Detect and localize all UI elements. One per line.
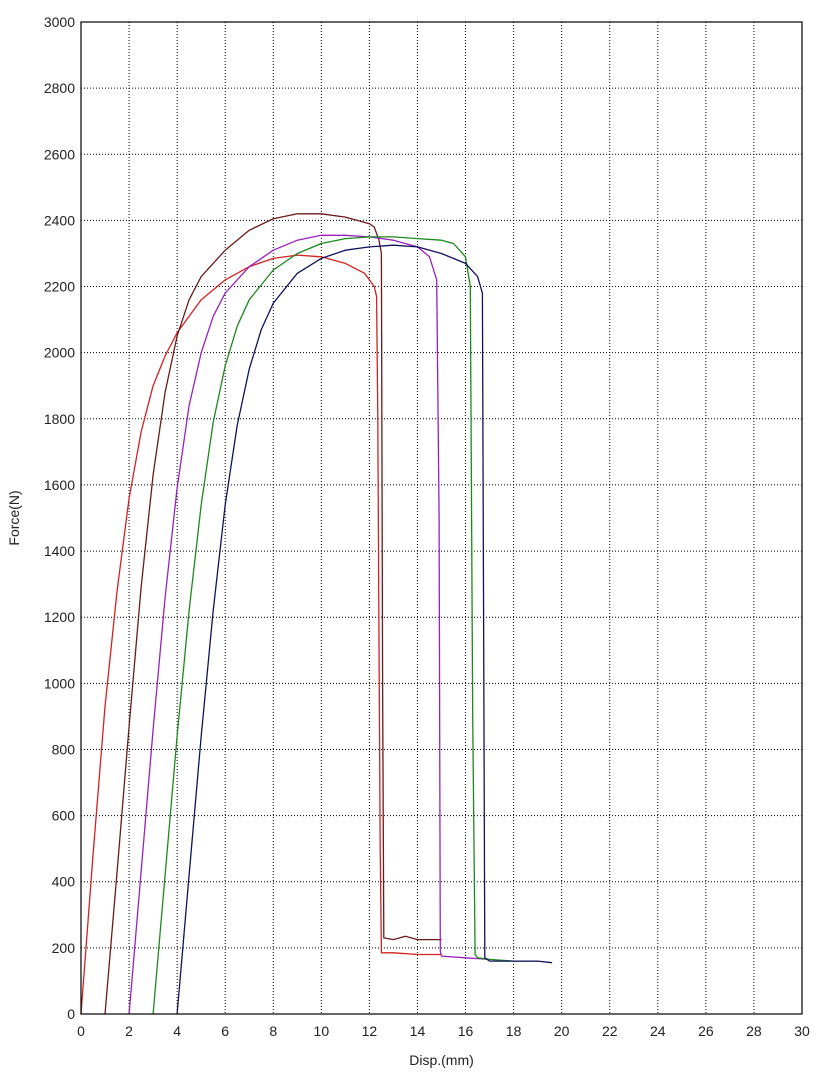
- x-tick-label: 18: [506, 1023, 522, 1039]
- series-line-2: [104, 213, 442, 1015]
- y-tick-label: 1800: [44, 411, 75, 427]
- y-axis-label: Force(N): [6, 490, 22, 545]
- y-tick-label: 1600: [44, 477, 75, 493]
- series-line-1: [80, 254, 442, 1015]
- x-tick-label: 2: [125, 1023, 133, 1039]
- y-tick-label: 2400: [44, 212, 75, 228]
- x-tick-label: 0: [77, 1023, 85, 1039]
- x-tick-label: 26: [698, 1023, 714, 1039]
- plot-frame: [80, 21, 803, 1015]
- y-tick-label: 2800: [44, 80, 75, 96]
- y-tick-label: 800: [52, 741, 76, 757]
- y-tick-label: 400: [52, 874, 76, 890]
- x-tick-label: 16: [458, 1023, 474, 1039]
- y-tick-label: 1200: [44, 609, 75, 625]
- series-line-5: [176, 244, 553, 1015]
- y-tick-label: 2200: [44, 279, 75, 295]
- x-axis-label: Disp.(mm): [409, 1052, 474, 1068]
- y-tick-label: 2000: [44, 345, 75, 361]
- series-lines: [80, 213, 553, 1015]
- x-tick-label: 6: [221, 1023, 229, 1039]
- x-tick-label: 10: [314, 1023, 330, 1039]
- x-tick-label: 12: [362, 1023, 378, 1039]
- x-tick-label: 28: [746, 1023, 762, 1039]
- y-tick-label: 1000: [44, 675, 75, 691]
- y-tick-label: 3000: [44, 14, 75, 30]
- series-line-3: [128, 234, 490, 1015]
- x-tick-label: 24: [650, 1023, 666, 1039]
- y-tick-label: 0: [67, 1006, 75, 1022]
- x-tick-label: 22: [602, 1023, 618, 1039]
- grid: [81, 22, 802, 1014]
- x-tick-label: 20: [554, 1023, 570, 1039]
- series-line-4: [152, 236, 538, 1015]
- x-tick-label: 4: [173, 1023, 181, 1039]
- y-tick-label: 600: [52, 808, 76, 824]
- y-tick-label: 1400: [44, 543, 75, 559]
- x-tick-labels: 0 2 4 6 8 10 12 14 16 18 20 22 24 26 28 30: [77, 1023, 810, 1039]
- y-tick-labels: 0 200 400 600 800 1000 1200 1400 1600 1800 2000 220…: [44, 14, 75, 1022]
- x-tick-label: 8: [269, 1023, 277, 1039]
- x-tick-label: 30: [794, 1023, 810, 1039]
- y-tick-label: 200: [52, 940, 76, 956]
- x-tick-label: 14: [410, 1023, 426, 1039]
- y-tick-label: 2600: [44, 146, 75, 162]
